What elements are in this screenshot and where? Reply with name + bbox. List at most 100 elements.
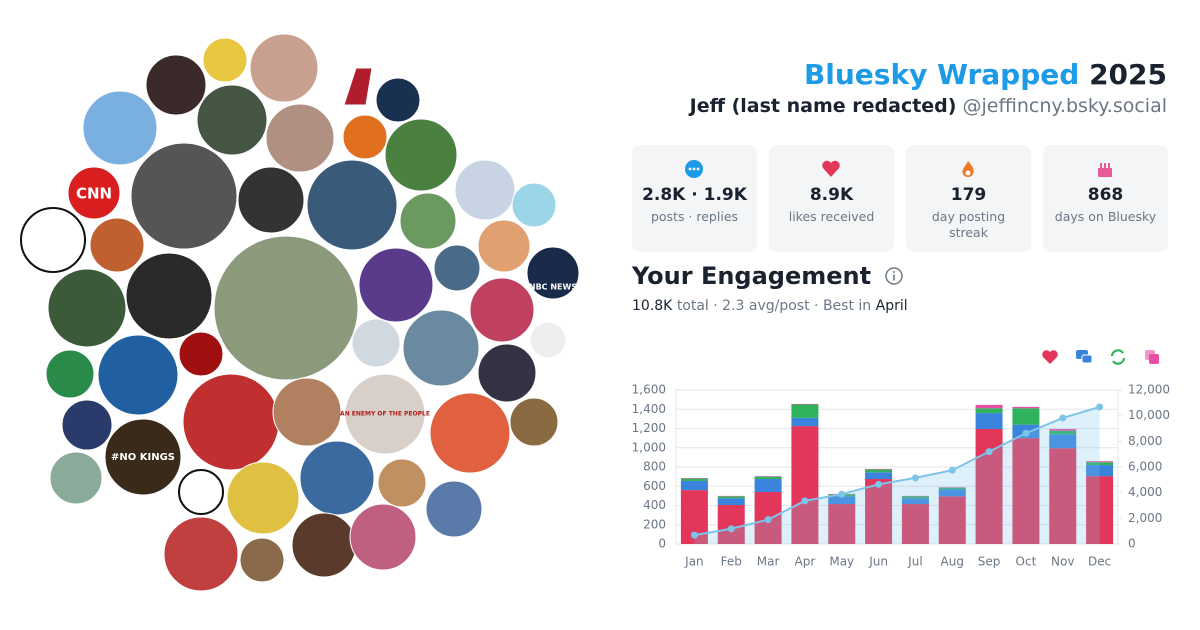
y-tick-label: 1,400	[632, 402, 666, 416]
x-tick-label: Jan	[684, 555, 704, 569]
x-tick-label: Jul	[907, 555, 922, 569]
stat-label: posts · replies	[650, 209, 739, 224]
stat-icon	[962, 161, 974, 177]
cumulative-point	[838, 490, 846, 498]
stat-card: 179 day posting streak	[906, 145, 1031, 252]
bar-segment	[791, 426, 819, 544]
cumulative-point	[690, 531, 698, 539]
x-tick-label: May	[829, 555, 854, 569]
cumulative-point	[801, 497, 809, 505]
y2-tick-label: 0	[1128, 537, 1136, 551]
stat-label: likes received	[788, 209, 875, 224]
y-tick-label: 1,000	[632, 440, 666, 454]
avatars	[20, 33, 580, 592]
cumulative-point	[875, 480, 883, 488]
cumulative-point	[911, 474, 919, 482]
bar-segment	[754, 476, 782, 480]
y2-tick-label: 2,000	[1128, 511, 1162, 525]
bar-segment	[865, 472, 893, 480]
bar-segment	[938, 487, 966, 490]
x-tick-label: Oct	[1016, 555, 1037, 569]
y2-tick-label: 8,000	[1128, 434, 1162, 448]
avatar-text: NBC NEWS	[529, 283, 577, 292]
bar-segment	[1049, 430, 1077, 435]
user: Jeff (last name redacted) @jeffincny.bsk…	[690, 95, 1167, 117]
cumulative-point	[1059, 414, 1067, 422]
avatar-text: #NO KINGS	[111, 452, 175, 463]
bar-segment	[1012, 438, 1040, 544]
bar-segment	[1049, 434, 1077, 449]
stat-value: 8.9K	[809, 185, 854, 205]
bar-segment	[717, 498, 745, 506]
bar-segment	[975, 413, 1003, 429]
legend-icon	[1081, 354, 1093, 364]
cumulative-point	[727, 525, 735, 533]
y-tick-label: 1,600	[632, 383, 666, 397]
bar-segment	[791, 417, 819, 427]
year: 2025	[1089, 58, 1167, 91]
title-text: Bluesky Wrapped	[803, 58, 1080, 91]
bar-segment	[901, 496, 929, 499]
cumulative-area	[694, 406, 1100, 544]
stat-card: 8.9K likes received	[769, 145, 894, 252]
header: Bluesky Wrapped 2025 Jeff (last name red…	[690, 58, 1167, 117]
x-tick-label: Nov	[1051, 555, 1074, 569]
bar-segment	[901, 504, 929, 544]
x-tick-label: Sep	[978, 555, 1001, 569]
bar-segment	[1086, 462, 1114, 466]
x-tick-label: Dec	[1088, 555, 1111, 569]
y2-tick-label: 6,000	[1128, 460, 1162, 474]
total: 10.8K	[632, 298, 673, 314]
cumulative-point	[764, 516, 772, 524]
cumulative-point	[1022, 429, 1030, 437]
bar-segment	[975, 408, 1003, 414]
y-tick-label: 0	[658, 537, 666, 551]
legend-icon	[1110, 349, 1126, 365]
x-tick-label: Aug	[941, 555, 964, 569]
bar-segment	[938, 496, 966, 544]
stat-value: 868	[1087, 185, 1124, 205]
info-icon[interactable]	[884, 266, 904, 286]
bar-segment	[717, 496, 745, 499]
x-tick-label: Mar	[757, 555, 780, 569]
legend-icon	[1042, 350, 1058, 364]
bar-segment	[1086, 476, 1114, 544]
legend-icon	[1149, 354, 1159, 364]
title: Bluesky Wrapped 2025	[690, 58, 1167, 91]
cumulative-line	[694, 405, 1100, 537]
bar-segment	[717, 505, 745, 544]
summary: total · 2.3 avg/post · Best in	[676, 298, 872, 314]
bar-segment	[1012, 408, 1040, 425]
y2-tick-label: 12,000	[1128, 383, 1170, 397]
bar-segment	[754, 479, 782, 493]
stat-card: 868 days on Bluesky	[1043, 145, 1168, 252]
cumulative-point	[948, 466, 956, 474]
plot-border	[675, 389, 1119, 545]
bar-segment	[680, 480, 708, 491]
bar-segment	[1049, 428, 1077, 431]
y-tick-label: 600	[643, 479, 666, 493]
stat-card: 2.8K · 1.9K posts · replies	[632, 145, 757, 252]
bar-segment	[828, 496, 856, 505]
y2-tick-label: 4,000	[1128, 485, 1162, 499]
stat-label: days on Bluesky	[1054, 209, 1157, 224]
stat-icon	[685, 160, 703, 178]
y-tick-label: 1,200	[632, 421, 666, 435]
y2-tick-label: 10,000	[1128, 408, 1170, 422]
stat-value: 179	[950, 185, 987, 205]
engagement: Your Engagement 10.8K total · 2.3 avg/po…	[632, 262, 908, 314]
x-tick-label: Apr	[795, 555, 816, 569]
bar-segment	[901, 498, 929, 505]
engagement-title: Your Engagement	[632, 262, 872, 290]
bar-segment	[975, 404, 1003, 409]
engagement-summary: 10.8K total · 2.3 avg/post · Best in Apr…	[632, 298, 908, 314]
bar-segment	[1012, 406, 1040, 409]
bar-segment	[1086, 465, 1114, 477]
stat-icon	[1098, 163, 1112, 177]
x-tick-label: Feb	[721, 555, 742, 569]
avatar-text: CNN	[76, 185, 112, 203]
cumulative-point	[985, 448, 993, 456]
stat-icon	[822, 160, 840, 177]
